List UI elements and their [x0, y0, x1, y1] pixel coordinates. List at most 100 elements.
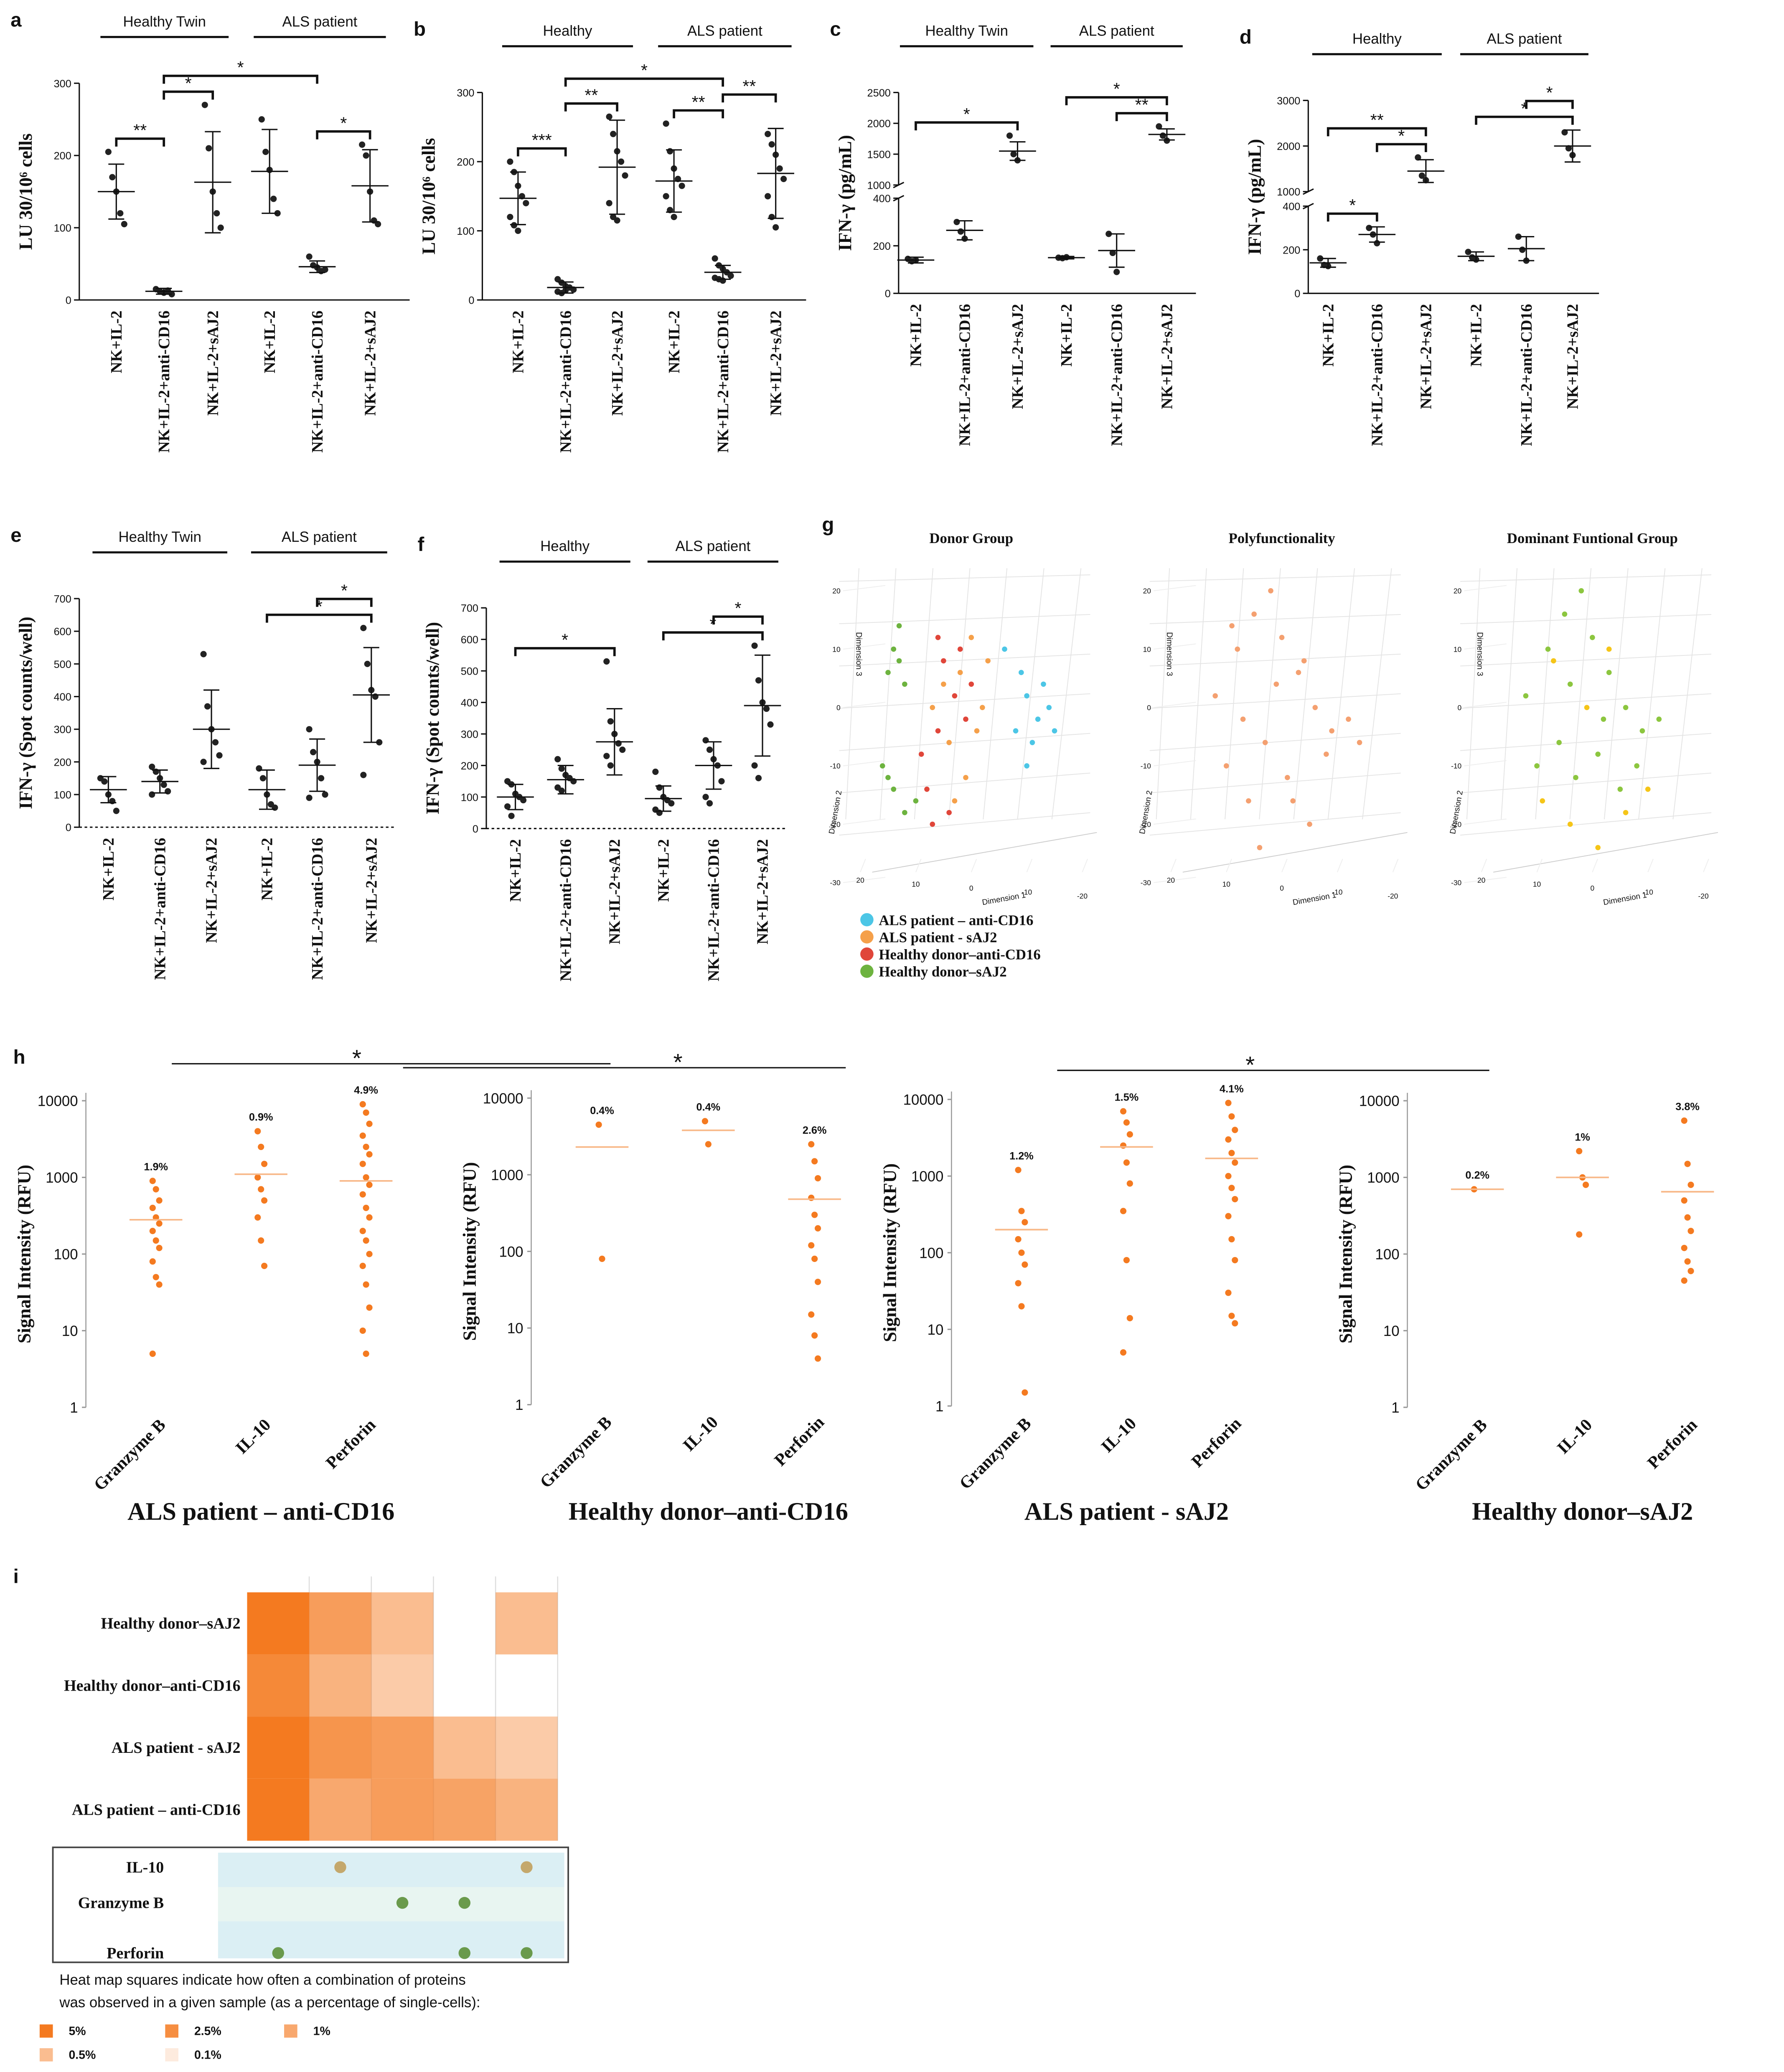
legend-label: 5% — [69, 2024, 86, 2038]
x-tick-label: NK+IL-2 — [100, 838, 117, 901]
data-point — [1684, 1258, 1691, 1265]
data-point — [1684, 1160, 1691, 1167]
grid-3d — [1182, 832, 1408, 873]
y-tick-label: 2500 — [867, 87, 891, 99]
data-point — [121, 221, 127, 228]
y-tick-label: 300 — [461, 729, 478, 740]
data-point — [258, 1186, 264, 1193]
y-tick-label: 10 — [1143, 645, 1151, 653]
grid-3d — [948, 568, 971, 820]
grid-line — [1226, 858, 1232, 873]
data-point — [515, 227, 521, 234]
data-point — [318, 775, 325, 782]
data-point — [968, 681, 974, 687]
data-point — [595, 1121, 602, 1128]
data-point — [705, 1141, 712, 1148]
y-tick-label: -20 — [1451, 820, 1461, 828]
data-point — [963, 716, 968, 722]
y-tick-label: 10 — [832, 645, 840, 653]
y-tick-label: 2000 — [1277, 141, 1300, 152]
x-tick-label: -20 — [1698, 892, 1708, 900]
data-point — [963, 774, 968, 780]
heat-cell — [309, 1654, 371, 1717]
chart-title: Dominant Funtional Group — [1507, 530, 1678, 546]
data-point — [896, 623, 902, 629]
data-point — [254, 1174, 261, 1181]
x-tick-label: NK+IL-2 — [1319, 304, 1337, 367]
percent-label: 1.2% — [1009, 1150, 1034, 1162]
data-point — [558, 787, 565, 794]
data-point — [359, 1160, 366, 1167]
grid-3d — [872, 832, 1097, 873]
data-point — [306, 795, 313, 801]
data-point — [359, 1228, 366, 1234]
y-tick-label: -10 — [1451, 762, 1461, 770]
data-point — [924, 786, 930, 792]
grid-3d — [1604, 568, 1629, 820]
grid-3d — [1460, 693, 1712, 709]
significance-label: * — [185, 74, 192, 93]
significance-bracket — [163, 74, 318, 84]
legend-label: 0.1% — [194, 2048, 221, 2062]
significance-bracket — [1327, 127, 1427, 137]
data-point — [520, 797, 527, 804]
x-tick-label: NK+IL-2 — [261, 310, 279, 373]
grid-line — [843, 643, 886, 650]
y-tick-label: 200 — [54, 757, 71, 768]
significance-label: *** — [532, 130, 552, 150]
panel-letter: h — [13, 1046, 25, 1068]
data-point — [1029, 740, 1035, 745]
data-point — [105, 148, 112, 155]
y-tick-label: 100 — [919, 1245, 943, 1261]
x-tick-label: Perforin — [322, 1415, 379, 1473]
data-point — [952, 693, 958, 699]
grid-line — [1154, 643, 1196, 650]
y-tick-label: 100 — [54, 790, 71, 801]
data-point — [952, 798, 958, 804]
data-point — [957, 228, 964, 235]
grid-3d — [839, 614, 1090, 625]
chart-title: ALS patient – anti-CD16 — [127, 1497, 394, 1525]
x-tick-label: NK+IL-2+sAJ2 — [203, 838, 221, 943]
data-point — [811, 1211, 818, 1218]
grid-3d — [1149, 574, 1401, 582]
data-point — [1301, 658, 1307, 664]
grid-3d — [914, 568, 933, 820]
y-tick-label: 1 — [935, 1399, 943, 1414]
percent-label: 0.9% — [249, 1112, 273, 1123]
data-point — [156, 1281, 163, 1288]
legend-swatch — [39, 2048, 53, 2062]
x-tick-label: NK+IL-2 — [510, 310, 527, 373]
data-point — [1357, 740, 1362, 745]
group-label: ALS patient — [676, 538, 751, 554]
panel-letter: a — [10, 9, 22, 31]
data-point — [1240, 716, 1246, 722]
significance-label: * — [341, 581, 348, 600]
y-tick-label: 1 — [515, 1397, 523, 1413]
significance-bracket — [316, 597, 373, 607]
significance-label: * — [1113, 79, 1120, 99]
legend-label: 0.5% — [69, 2048, 96, 2062]
grid-3d — [1460, 812, 1712, 836]
y-tick-label: 0 — [473, 823, 478, 835]
y-tick-label: 100 — [461, 792, 478, 803]
y-axis-label: Signal Intensity (RFU) — [879, 1163, 900, 1342]
data-point — [1540, 798, 1545, 804]
combination-dot — [334, 1861, 346, 1873]
y-tick-label: 600 — [461, 634, 478, 646]
significance-label: ** — [692, 92, 705, 112]
data-point — [814, 1225, 821, 1232]
group-label: Healthy Twin — [123, 14, 206, 30]
data-point — [1601, 716, 1606, 722]
y-axis-label: Signal Intensity (RFU) — [460, 1162, 480, 1341]
y-tick-label: 400 — [873, 193, 891, 205]
data-point — [360, 772, 367, 778]
data-point — [1225, 1136, 1232, 1143]
y-tick-label: 400 — [54, 691, 71, 703]
data-point — [212, 739, 219, 746]
y-tick-label: 10 — [928, 1322, 944, 1338]
y-tick-label: 400 — [461, 697, 478, 709]
data-point — [1290, 798, 1296, 804]
heat-cell — [371, 1778, 434, 1841]
legend-swatch — [165, 2024, 178, 2038]
